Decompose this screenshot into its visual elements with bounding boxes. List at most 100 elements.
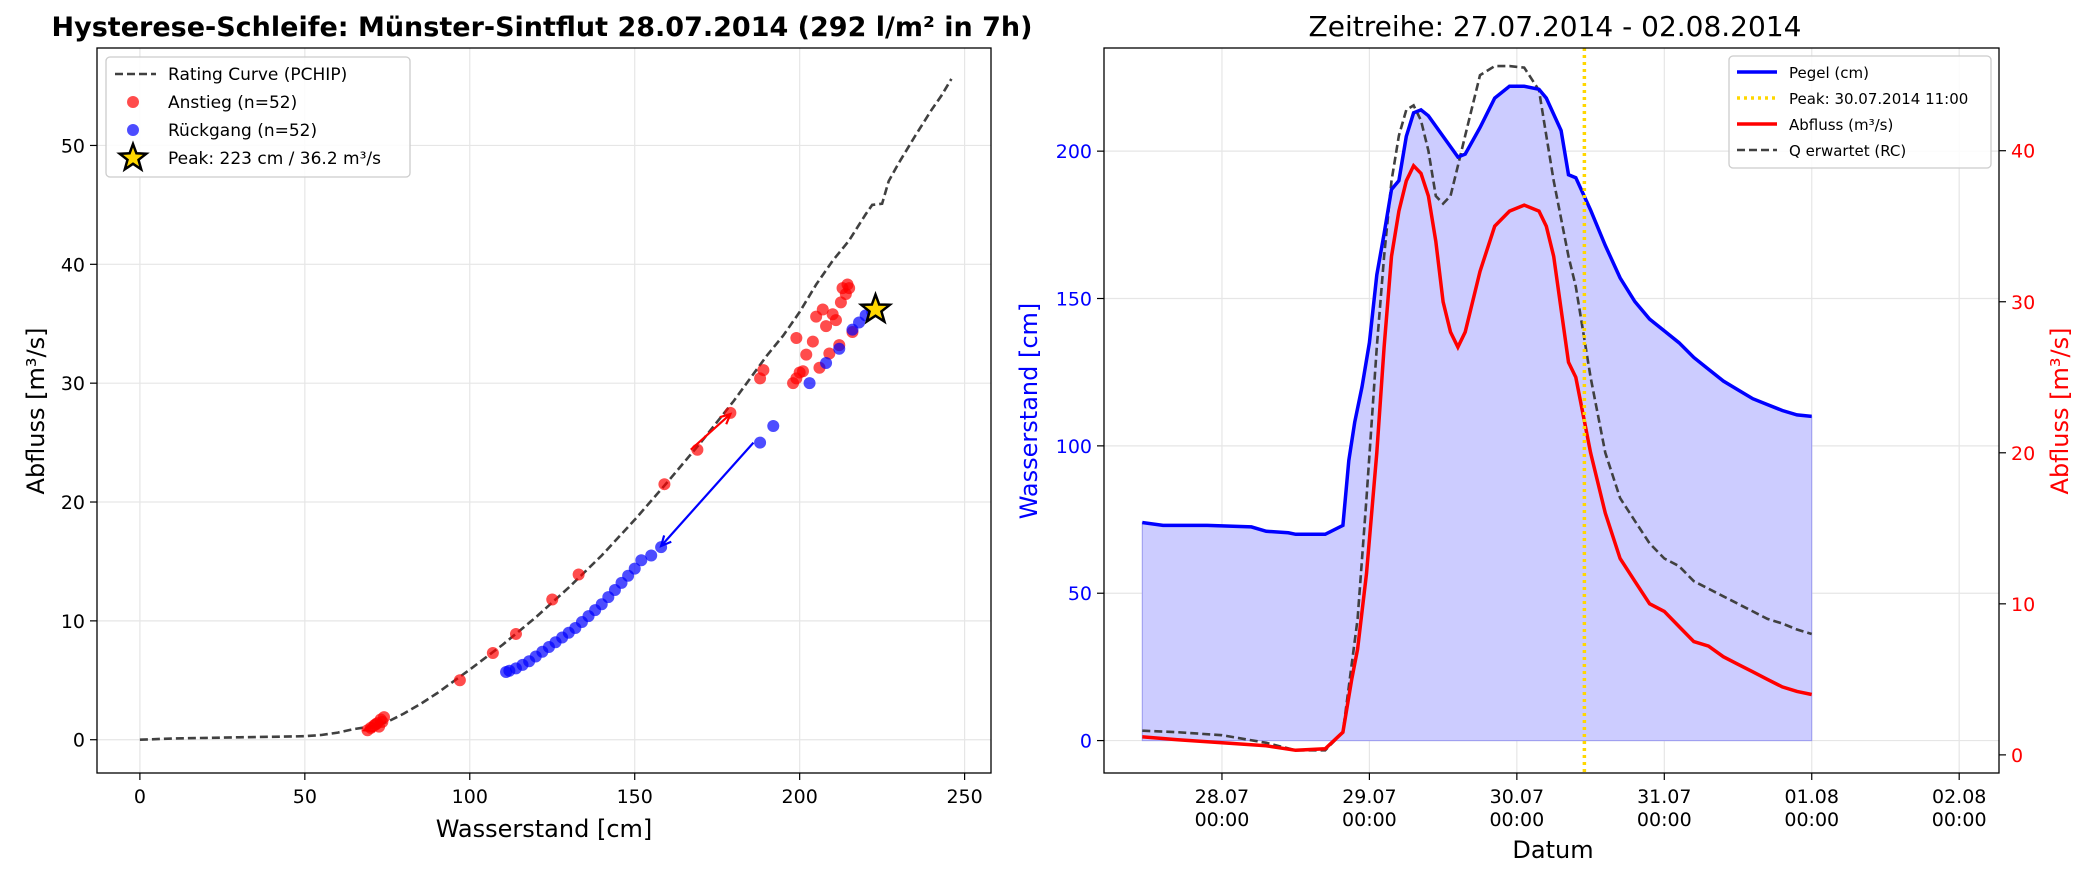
pegel-line: [1142, 84, 1812, 537]
anstieg-point: [820, 320, 833, 333]
rueckgang-point: [635, 554, 648, 567]
anstieg-point: [509, 627, 522, 640]
anstieg-point: [486, 646, 499, 659]
rueckgang-point: [767, 419, 780, 432]
hysteresis-title: Hysterese-Schleife: Münster-Sintflut 28.…: [52, 12, 1033, 43]
x-tick-label-time: 00:00: [1637, 809, 1692, 831]
legend-label-pegel: Pegel (cm): [1789, 64, 1869, 82]
anstieg-point: [823, 347, 836, 360]
hysteresis-data: [139, 78, 953, 741]
x-tick-label-date: 01.08: [1785, 786, 1839, 808]
y-tick-label-right: 20: [2011, 443, 2035, 465]
legend-swatch-peak-star: [116, 140, 150, 173]
pegel-area-fill: [1141, 85, 1813, 742]
anstieg-point: [373, 720, 386, 733]
trend-arrow: [659, 441, 755, 548]
x-tick-label: 250: [946, 786, 982, 808]
legend-label-rating-curve: Rating Curve (PCHIP): [168, 65, 347, 85]
y-tick-label-left: 150: [1056, 289, 1092, 311]
legend-swatch-rueckgang: [127, 124, 139, 136]
x-tick-label: 0: [134, 786, 146, 808]
anstieg-point: [790, 332, 803, 344]
timeseries-y-label-right: Abfluss [m³/s]: [2046, 328, 2074, 495]
trend-arrow: [361, 721, 378, 733]
anstieg-point: [796, 365, 809, 378]
rueckgang-point: [754, 436, 767, 449]
anstieg-point: [816, 303, 829, 316]
y-tick-label-left: 50: [1068, 583, 1092, 605]
trend-arrow-head: [361, 721, 376, 733]
trend-arrow-shaft: [690, 413, 732, 451]
y-tick-label-right: 30: [2011, 292, 2035, 314]
x-tick-label-time: 00:00: [1195, 809, 1250, 831]
q-erwartet-line: [1142, 64, 1813, 752]
y-tick-label: 0: [73, 730, 85, 752]
rueckgang-point: [803, 377, 816, 390]
legend-label-rueckgang: Rückgang (n=52): [168, 121, 317, 141]
hysteresis-y-label: Abfluss [m³/s]: [22, 328, 50, 495]
timeseries-y-label-left: Wasserstand [cm]: [1015, 303, 1043, 520]
anstieg-point: [829, 314, 842, 327]
x-tick-label-date: 30.07: [1490, 786, 1544, 808]
rueckgang-point: [645, 549, 658, 562]
y-tick-label-right: 10: [2011, 594, 2035, 616]
rueckgang-point: [833, 342, 846, 355]
anstieg-point: [800, 348, 813, 361]
timeseries-title: Zeitreihe: 27.07.2014 - 02.08.2014: [1309, 10, 1802, 43]
legend-label-peak: Peak: 223 cm / 36.2 m³/s: [168, 149, 381, 169]
y-tick-label: 20: [61, 492, 85, 514]
y-tick-label-right: 40: [2011, 141, 2035, 163]
anstieg-point: [546, 593, 559, 606]
timeseries-panel: Zeitreihe: 27.07.2014 - 02.08.2014 28.07…: [1015, 10, 2074, 864]
x-tick-label-date: 29.07: [1342, 786, 1396, 808]
legend-label-abfluss: Abfluss (m³/s): [1789, 116, 1893, 134]
abfluss-line: [1142, 162, 1813, 753]
y-tick-label-left: 0: [1080, 731, 1092, 753]
timeseries-plot-frame: [1103, 47, 2000, 774]
anstieg-point: [843, 282, 856, 295]
y-tick-label: 40: [61, 254, 85, 276]
hysteresis-axis-ticks: 0 50 100 150 200 250 0 10 20 30 40 50: [61, 135, 983, 808]
y-tick-label-left: 200: [1056, 141, 1092, 163]
x-tick-label: 50: [293, 786, 317, 808]
y-tick-label-left: 100: [1056, 436, 1092, 458]
anstieg-point: [691, 443, 704, 456]
anstieg-point: [806, 335, 819, 348]
trend-arrow-head: [659, 535, 672, 548]
x-tick-label: 200: [782, 786, 818, 808]
y-tick-label: 10: [61, 611, 85, 633]
peak-star-marker: [857, 290, 894, 325]
legend-label-q-erwartet: Q erwartet (RC): [1789, 142, 1906, 160]
legend-label-peak-line: Peak: 30.07.2014 11:00: [1789, 90, 1968, 108]
rueckgang-point: [820, 356, 833, 369]
timeseries-x-label: Datum: [1512, 836, 1593, 864]
anstieg-point: [658, 478, 671, 491]
x-tick-label-time: 00:00: [1489, 809, 1544, 831]
x-tick-label-date: 02.08: [1932, 786, 1986, 808]
anstieg-point: [453, 674, 466, 687]
trend-arrow: [690, 412, 733, 451]
y-tick-label: 50: [61, 135, 85, 157]
timeseries-data: [1141, 48, 1813, 773]
hysteresis-panel: Hysterese-Schleife: Münster-Sintflut 28.…: [22, 12, 1032, 843]
trend-arrow-head: [719, 412, 733, 425]
x-tick-label: 100: [452, 786, 488, 808]
x-tick-label-time: 00:00: [1932, 809, 1987, 831]
legend-box: [1728, 55, 1992, 169]
hysteresis-plot-frame: [96, 47, 992, 774]
rating-curve-line: [139, 78, 953, 741]
x-tick-label-time: 00:00: [1342, 809, 1397, 831]
rueckgang-point: [628, 562, 641, 575]
x-tick-label-time: 00:00: [1784, 809, 1839, 831]
y-tick-label-right: 0: [2011, 745, 2023, 767]
legend-swatch-anstieg: [127, 96, 139, 108]
y-tick-label: 30: [61, 373, 85, 395]
x-tick-label: 150: [617, 786, 653, 808]
trend-arrow-shaft: [660, 441, 755, 547]
anstieg-point: [572, 568, 585, 581]
timeseries-axis-ticks: 28.0700:0029.0700:0030.0700:0031.0700:00…: [1056, 141, 2035, 831]
timeseries-legend: Pegel (cm) Peak: 30.07.2014 11:00 Abflus…: [1728, 55, 1992, 169]
x-tick-label-date: 28.07: [1195, 786, 1249, 808]
x-tick-label-date: 31.07: [1637, 786, 1691, 808]
